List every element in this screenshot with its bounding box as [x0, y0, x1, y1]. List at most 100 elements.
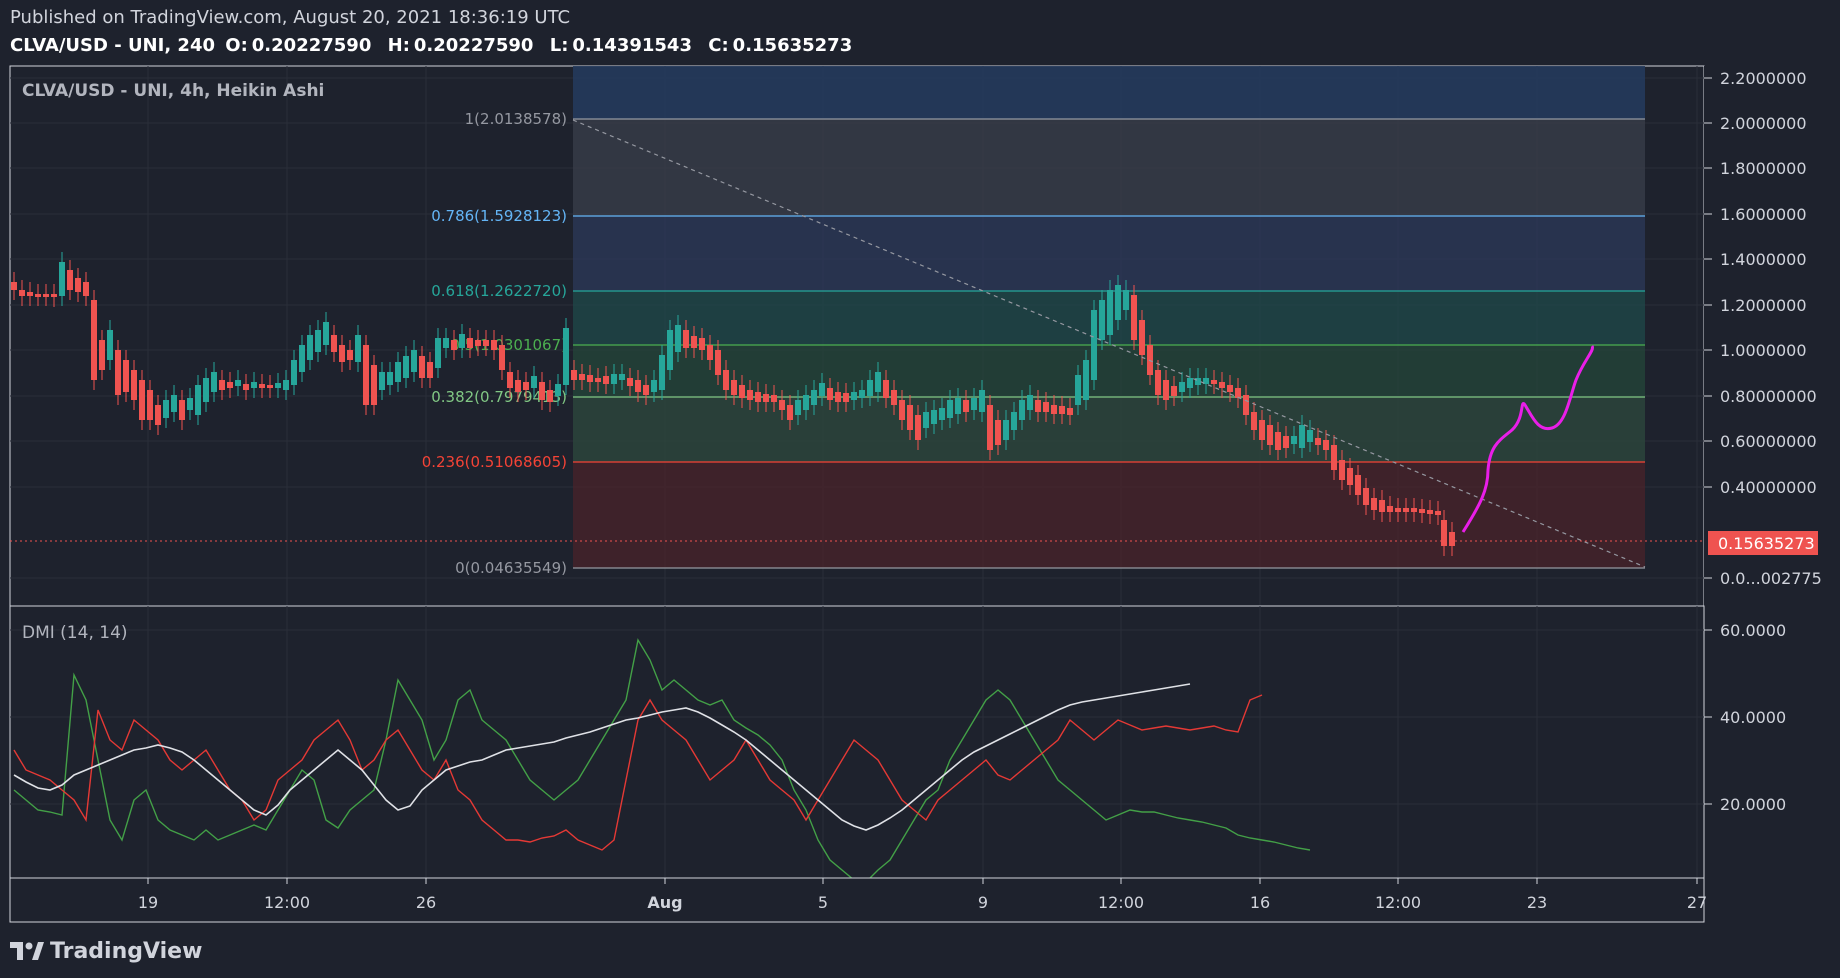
price-axis-label: 1.8000000: [1720, 159, 1807, 178]
candle-body: [867, 380, 873, 396]
candle-body: [123, 360, 129, 392]
candle-body: [995, 420, 1001, 445]
candle-body: [843, 393, 849, 402]
time-axis[interactable]: [9, 877, 1705, 923]
candle-body: [83, 282, 89, 296]
candle-body: [163, 400, 169, 418]
candle-body: [91, 300, 97, 380]
candle-body: [539, 382, 545, 400]
candle-body: [1115, 285, 1121, 320]
candle-body: [1099, 300, 1105, 340]
price-axis-labels: 2.2000000 2.0000000 1.8000000 1.6000000 1.40…: [1704, 69, 1822, 588]
candle-body: [59, 262, 65, 296]
price-axis-label: 1.6000000: [1720, 205, 1807, 224]
candle-body: [131, 370, 137, 400]
time-axis-labels: 19 12:00 26 Aug 5 9 12:00 16 12:00 23 27: [138, 878, 1707, 912]
candle-body: [331, 335, 337, 352]
candle-body: [1283, 436, 1289, 448]
candle-body: [299, 345, 305, 372]
candle-body: [1307, 430, 1313, 442]
open-label: O:: [225, 35, 248, 56]
published-line: Published on TradingView.com, August 20,…: [10, 7, 571, 28]
candle-body: [603, 376, 609, 384]
candle-body: [579, 374, 585, 380]
fib-level-label: 0.236(0.51068605): [422, 453, 567, 471]
candle-body: [595, 378, 601, 382]
candle-body: [1035, 400, 1041, 412]
fib-zone: [573, 397, 1645, 462]
fib-retracement[interactable]: 1(2.0138578) 0.786(1.5928123) 0.618(1.2622…: [422, 66, 1645, 577]
candle-body: [1219, 382, 1225, 388]
candle-body: [195, 385, 201, 415]
candle-body: [651, 380, 657, 392]
candle-body: [1251, 412, 1257, 430]
candle-body: [1435, 511, 1441, 515]
candle-body: [643, 385, 649, 395]
candle-body: [563, 328, 569, 385]
price-axis-label: 2.0000000: [1720, 114, 1807, 133]
candle-body: [811, 390, 817, 405]
fib-level-label: 0(0.04635549): [455, 559, 567, 577]
candle-body: [371, 365, 377, 405]
candle-body: [1027, 395, 1033, 410]
candle-body: [587, 375, 593, 382]
candle-body: [531, 376, 537, 388]
fib-level-label: 0.786(1.5928123): [431, 207, 567, 225]
price-axis-label: 1.2000000: [1720, 296, 1807, 315]
candle-body: [1163, 380, 1169, 400]
candle-body: [731, 380, 737, 395]
time-axis-label: Aug: [647, 893, 682, 912]
candle-body: [1291, 436, 1297, 444]
time-axis-label: 12:00: [1375, 893, 1421, 912]
minus-di-line: [13, 694, 1263, 851]
candle-body: [907, 405, 913, 430]
candle-body: [355, 335, 361, 362]
candle-body: [1203, 378, 1209, 384]
candle-body: [1331, 445, 1337, 470]
candle-body: [515, 380, 521, 392]
candle-body: [1179, 382, 1185, 392]
projection-path[interactable]: [1461, 345, 1594, 533]
candle-body: [139, 380, 145, 420]
candle-body: [419, 356, 425, 378]
candle-body: [1315, 438, 1321, 445]
candle-body: [611, 374, 617, 384]
candle-body: [915, 415, 921, 440]
candle-body: [323, 322, 329, 345]
candle-body: [243, 384, 249, 390]
candle-body: [851, 392, 857, 400]
candle-body: [275, 383, 281, 388]
candle-body: [1267, 425, 1273, 445]
low-label: L:: [549, 35, 569, 56]
ohlc-line: CLVA/USD - UNI, 240 O: 0.20227590 H: 0.202…: [10, 32, 862, 60]
time-axis-label: 19: [138, 893, 158, 912]
candle-body: [1123, 290, 1129, 310]
candle-body: [379, 372, 385, 390]
candle-body: [555, 384, 561, 396]
candle-body: [155, 405, 161, 425]
tradingview-logo-text: TradingView: [50, 938, 203, 964]
price-axis-label: 0.0...002775: [1720, 569, 1822, 588]
candle-body: [1235, 388, 1241, 398]
candle-body: [963, 400, 969, 412]
fib-zone-top: [573, 66, 1645, 119]
price-axis-label: 1.4000000: [1720, 250, 1807, 269]
candle-body: [747, 390, 753, 400]
dmi-axis-label: 40.0000: [1720, 708, 1786, 727]
candle-body: [523, 382, 529, 390]
candle-body: [291, 360, 297, 385]
candle-body: [115, 350, 121, 395]
time-axis-label: 16: [1250, 893, 1270, 912]
candle-body: [931, 410, 937, 424]
trend-line[interactable]: [572, 119, 1646, 568]
candle-body: [411, 350, 417, 372]
price-axis[interactable]: [1704, 66, 1840, 606]
candle-body: [771, 395, 777, 402]
candle-body: [1379, 500, 1385, 512]
candle-body: [427, 362, 433, 378]
price-axis-label: 0.60000000: [1720, 432, 1817, 451]
open-value: 0.20227590: [251, 35, 372, 56]
high-value: 0.20227590: [413, 35, 534, 56]
fib-zone: [573, 345, 1645, 397]
